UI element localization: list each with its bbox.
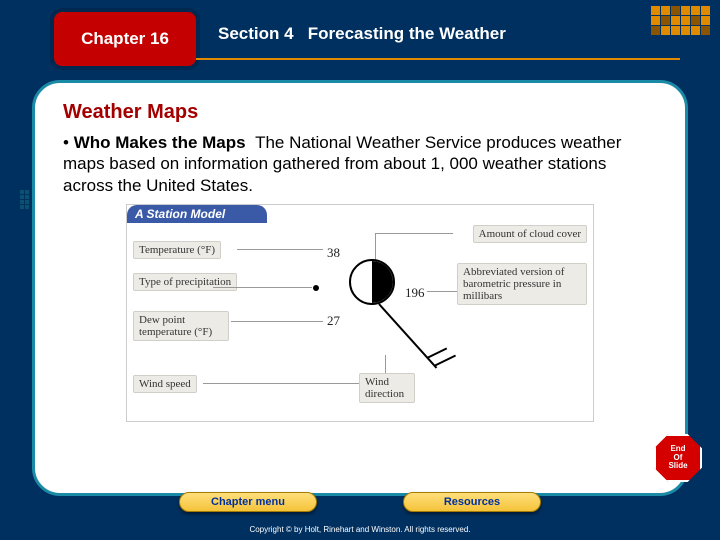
- leader-temperature: [237, 249, 323, 250]
- cloud-cover-icon: [349, 259, 395, 305]
- label-wind-direction: Wind direction: [359, 373, 415, 403]
- bullet-lead: Who Makes the Maps: [74, 133, 246, 152]
- chapter-label: Chapter 16: [81, 29, 169, 49]
- leader-cloud-cover: [375, 233, 453, 234]
- header-divider: [196, 58, 680, 60]
- chapter-menu-button[interactable]: Chapter menu: [179, 492, 317, 512]
- precipitation-icon: [313, 285, 319, 291]
- leader-wind-direction: [385, 355, 386, 373]
- copyright-text: Copyright © by Holt, Rinehart and Winsto…: [0, 525, 720, 534]
- label-dew-point: Dew point temperature (°F): [133, 311, 229, 341]
- leader-dew-point: [231, 321, 323, 322]
- section-number-label: Section 4: [218, 24, 294, 43]
- content-frame: Weather Maps • Who Makes the Maps The Na…: [32, 80, 688, 496]
- label-pressure: Abbreviated version of barometric pressu…: [457, 263, 587, 305]
- wind-barb-flag-2: [427, 347, 448, 358]
- stop-line-3: Slide: [668, 462, 687, 470]
- chapter-menu-label: Chapter menu: [211, 496, 285, 508]
- station-model-diagram: A Station Model Temperature (°F) Type of…: [126, 204, 594, 422]
- reading-pressure: 196: [405, 285, 425, 301]
- label-wind-speed: Wind speed: [133, 375, 197, 393]
- chapter-badge: Chapter 16: [54, 12, 196, 66]
- label-temperature: Temperature (°F): [133, 241, 221, 259]
- wind-barb-shaft: [378, 303, 437, 368]
- reading-dew-point: 27: [327, 313, 340, 329]
- station-model-title: A Station Model: [127, 205, 267, 223]
- reading-temperature: 38: [327, 245, 340, 261]
- leader-wind-speed: [203, 383, 359, 384]
- resources-button[interactable]: Resources: [403, 492, 541, 512]
- label-cloud-cover: Amount of cloud cover: [473, 225, 587, 243]
- leader-pressure: [427, 291, 457, 292]
- wind-barb-flag-1: [434, 354, 456, 366]
- resources-label: Resources: [444, 496, 500, 508]
- section-title: Section 4 Forecasting the Weather: [218, 24, 506, 44]
- topic-title: Weather Maps: [63, 101, 657, 124]
- leader-precipitation: [213, 287, 312, 288]
- body-bullet: • Who Makes the Maps The National Weathe…: [63, 132, 657, 196]
- label-precipitation: Type of precipitation: [133, 273, 237, 291]
- nav-bar: Chapter menu Resources: [0, 492, 720, 512]
- slide-root: Chapter 16 Section 4 Forecasting the Wea…: [0, 0, 720, 540]
- section-name-label: Forecasting the Weather: [308, 24, 506, 43]
- end-of-slide-icon: End Of Slide: [654, 434, 702, 482]
- decoration-top-right: [651, 6, 710, 35]
